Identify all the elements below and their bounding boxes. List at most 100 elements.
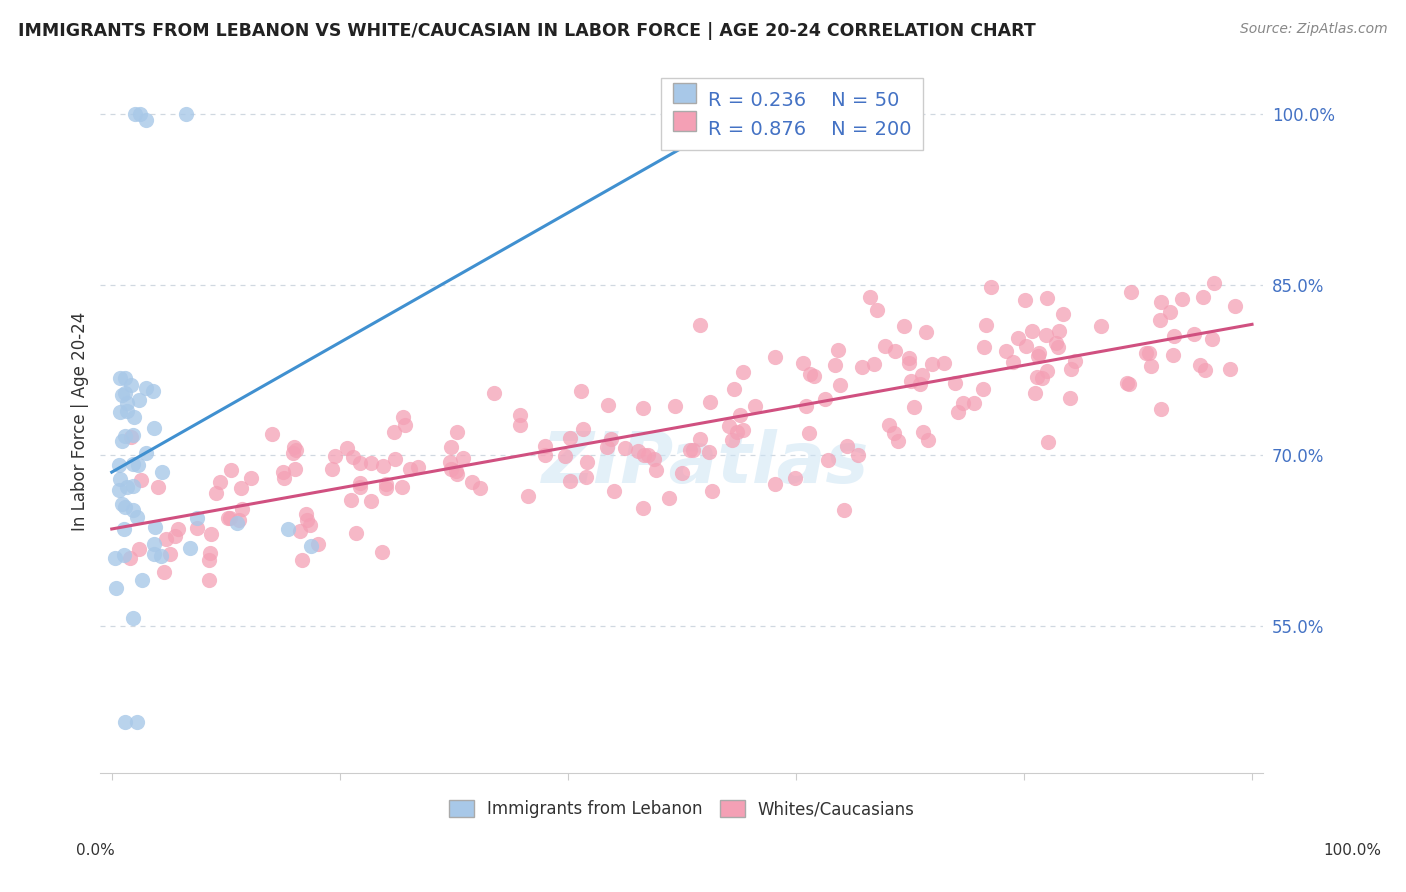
Point (682, 442, 704, 457)
Point (153, 565, 176, 579)
Point (114, 500, 136, 514)
Point (912, 425, 935, 440)
Point (846, 448, 869, 462)
Point (558, 474, 581, 488)
Point (198, 573, 221, 587)
Point (884, 344, 907, 359)
Point (569, 384, 592, 398)
Point (903, 400, 925, 414)
Point (946, 405, 969, 419)
Point (1225, 299, 1247, 313)
Point (461, 475, 484, 490)
Point (382, 425, 405, 440)
Point (1182, 327, 1205, 342)
Point (114, 429, 136, 443)
Point (260, 426, 283, 441)
Point (866, 303, 889, 318)
Point (921, 357, 943, 371)
Point (658, 491, 681, 506)
Point (179, 541, 201, 555)
Text: Source: ZipAtlas.com: Source: ZipAtlas.com (1240, 22, 1388, 37)
Point (360, 456, 382, 470)
Point (200, 527, 222, 541)
Point (155, 532, 177, 546)
Point (598, 398, 620, 412)
Point (980, 280, 1002, 294)
Point (150, 465, 173, 479)
Point (596, 440, 619, 454)
Point (284, 442, 307, 457)
Point (142, 548, 165, 562)
Point (340, 493, 363, 508)
Point (392, 410, 415, 425)
Point (166, 522, 188, 536)
Point (637, 448, 659, 462)
Point (1024, 385, 1046, 400)
Point (112, 548, 135, 562)
Legend: Immigrants from Lebanon, Whites/Caucasians: Immigrants from Lebanon, Whites/Caucasia… (443, 794, 921, 825)
Point (883, 425, 905, 440)
Point (143, 421, 166, 435)
Point (1038, 434, 1060, 449)
Point (1139, 359, 1161, 374)
Point (932, 356, 955, 370)
Point (440, 462, 463, 476)
Point (1035, 327, 1057, 342)
Point (1191, 290, 1213, 304)
Point (1046, 340, 1069, 354)
Point (221, 463, 243, 477)
Point (120, 430, 142, 444)
Point (689, 318, 711, 332)
Point (700, 483, 723, 498)
Point (817, 453, 839, 467)
Point (783, 471, 806, 485)
Point (149, 549, 172, 564)
Point (239, 471, 262, 485)
Point (1060, 362, 1083, 376)
Point (284, 462, 307, 476)
Point (1052, 307, 1074, 321)
Point (877, 417, 900, 432)
Point (763, 476, 786, 491)
Point (1045, 336, 1067, 351)
Point (1188, 358, 1211, 372)
Point (671, 467, 693, 481)
Point (135, 381, 157, 395)
Point (117, 396, 139, 410)
Point (115, 404, 138, 418)
Point (943, 376, 966, 390)
Point (723, 382, 745, 396)
Point (129, 473, 152, 487)
Point (108, 458, 131, 472)
Point (342, 450, 364, 464)
Point (218, 510, 240, 524)
Point (1150, 401, 1173, 416)
Point (911, 368, 934, 383)
Point (283, 440, 305, 454)
Point (121, 611, 143, 625)
Point (104, 581, 127, 595)
Point (731, 423, 754, 437)
Point (915, 325, 938, 339)
Point (832, 502, 855, 516)
Point (644, 463, 666, 477)
Point (482, 385, 505, 400)
Point (797, 426, 820, 441)
Text: 0.0%: 0.0% (76, 843, 115, 858)
Point (444, 465, 467, 479)
Point (373, 458, 395, 473)
Point (1015, 339, 1038, 353)
Point (1161, 348, 1184, 362)
Point (440, 440, 463, 454)
Point (391, 479, 413, 493)
Point (799, 367, 821, 381)
Point (198, 546, 221, 560)
Point (103, 550, 125, 565)
Point (217, 510, 239, 524)
Point (121, 479, 143, 493)
Point (349, 456, 371, 470)
Point (114, 715, 136, 730)
Point (697, 445, 720, 459)
Point (1149, 313, 1171, 327)
Point (1194, 362, 1216, 376)
